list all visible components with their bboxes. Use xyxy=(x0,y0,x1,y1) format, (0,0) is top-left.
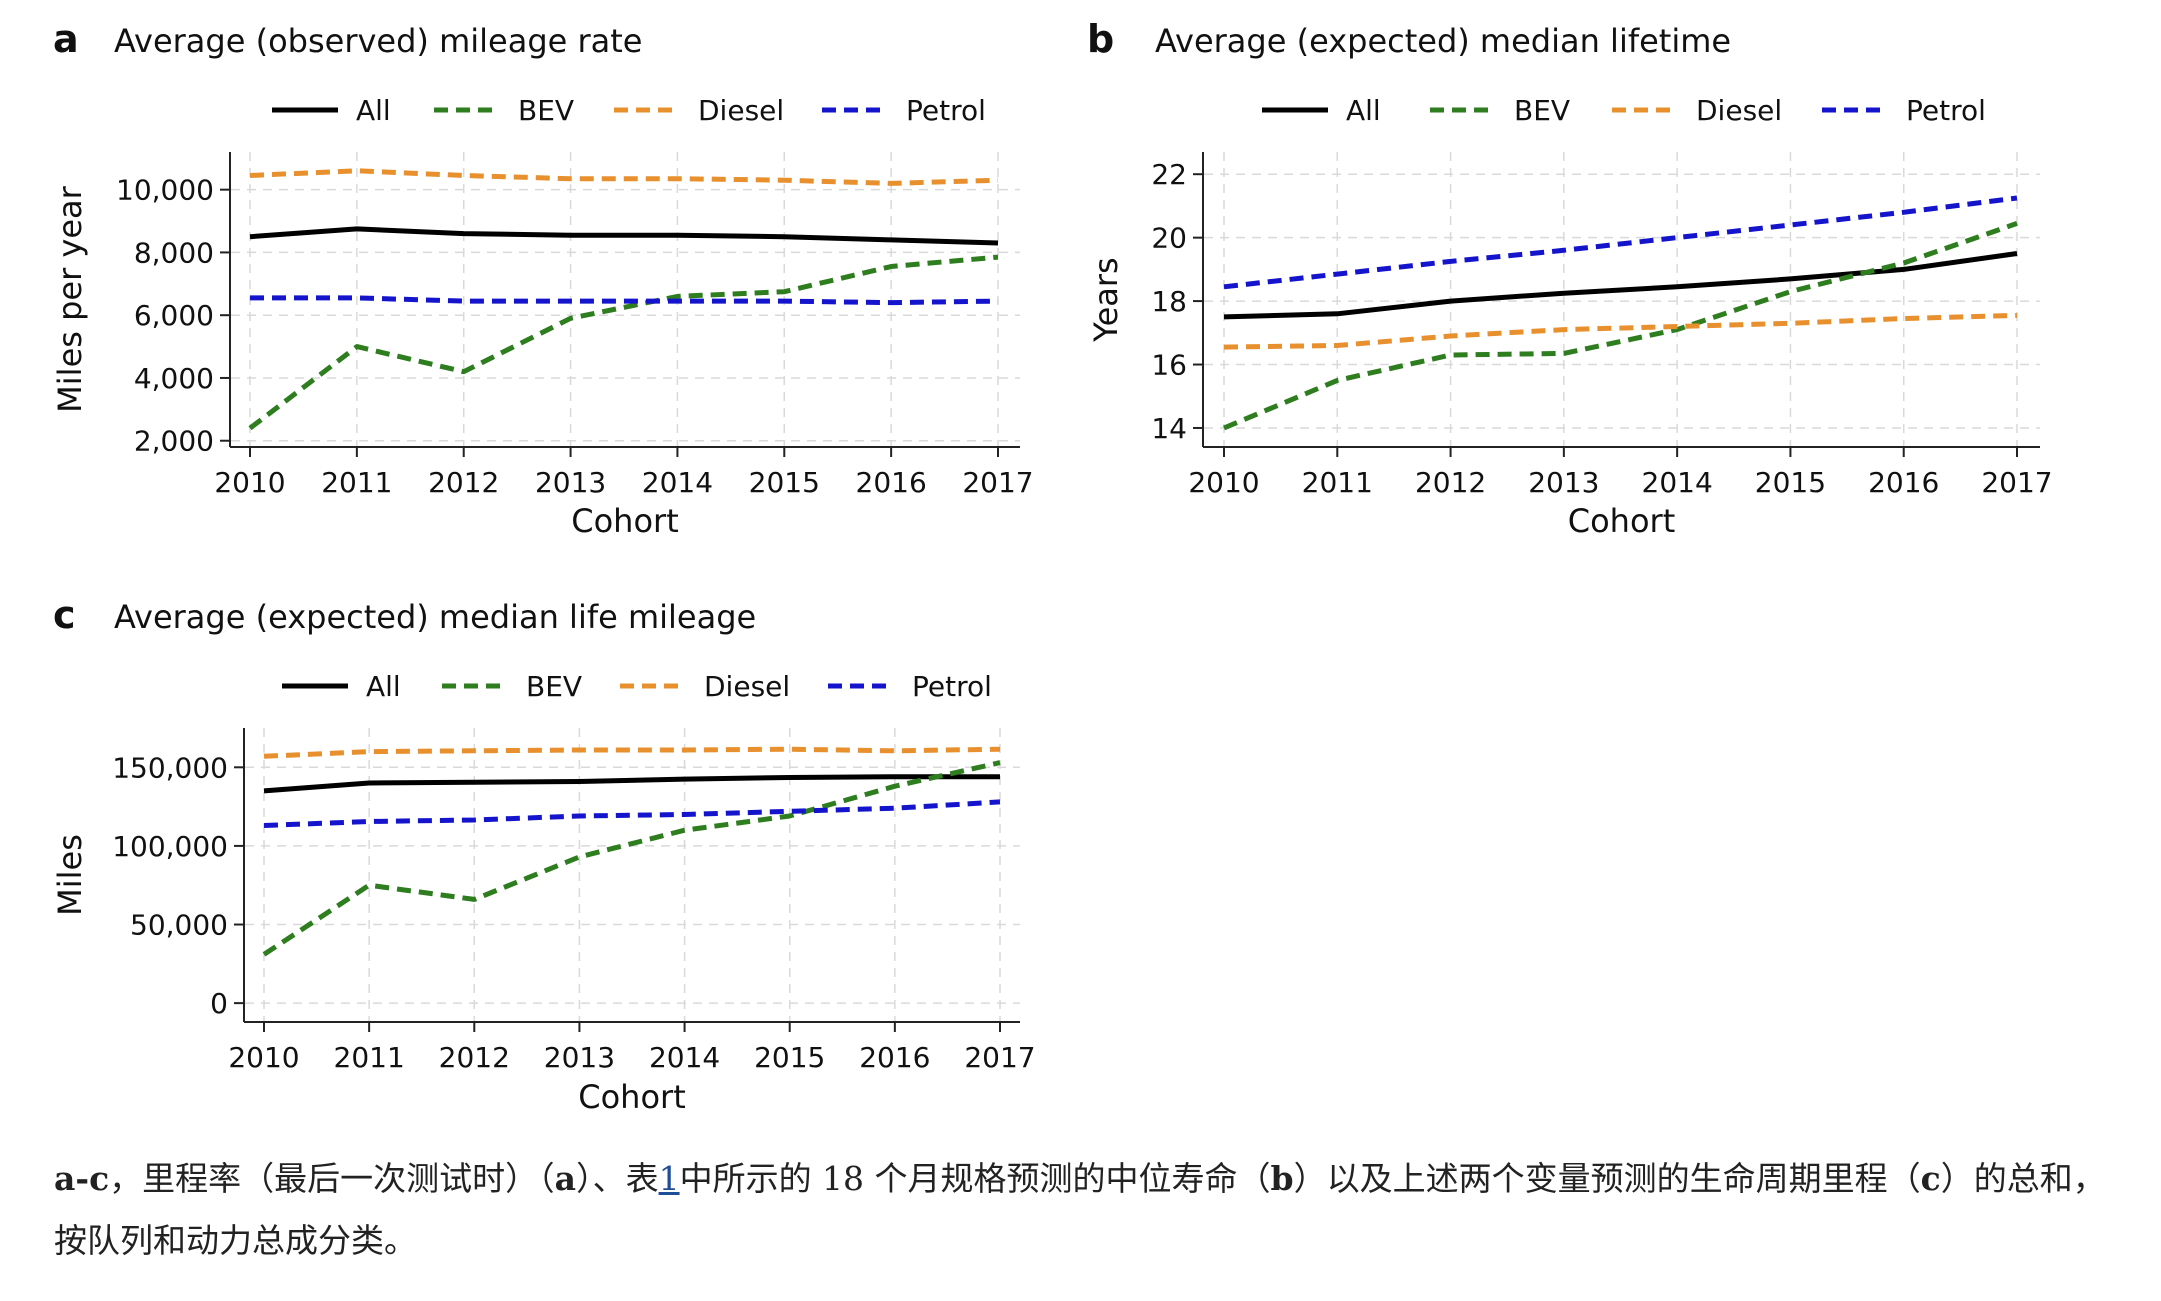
x-tick-label: 2012 xyxy=(428,466,499,499)
chart-panel-b: b Average (expected) median lifetime 14 16 1… xyxy=(1087,17,2053,540)
x-axis-label: Cohort xyxy=(578,1078,685,1116)
x-axis-label: Cohort xyxy=(571,502,678,540)
x-tick-label: 2016 xyxy=(859,1041,930,1074)
y-tick-label: 150,000 xyxy=(112,751,228,784)
x-tick-label: 2011 xyxy=(1302,466,1373,499)
legend-label-all: All xyxy=(366,670,401,703)
caption-text: ， xyxy=(109,1159,143,1198)
x-tick-label: 2017 xyxy=(1981,466,2052,499)
caption-panel-ref: c xyxy=(1920,1159,1941,1198)
legend-label-bev: BEV xyxy=(518,94,574,127)
x-tick-label: 2010 xyxy=(228,1041,299,1074)
caption-text: ）的总和，按队列和动力总成分类。 xyxy=(54,1159,2106,1260)
caption-text: ）、表 xyxy=(576,1159,659,1198)
x-tick-label: 2017 xyxy=(962,466,1033,499)
y-axis-label: Years xyxy=(1087,257,1125,342)
series-line-all xyxy=(263,774,1000,794)
x-tick-label: 2013 xyxy=(1528,466,1599,499)
x-axis-label: Cohort xyxy=(1568,502,1675,540)
caption-text: 中所示的 18 个月规格预测的中位寿命（ xyxy=(679,1159,1271,1198)
y-tick-label: 6,000 xyxy=(134,299,214,332)
panel-letter: b xyxy=(1087,17,1114,61)
legend-label-petrol: Petrol xyxy=(912,670,992,703)
x-tick-label: 2010 xyxy=(214,466,285,499)
x-tick-label: 2013 xyxy=(544,1041,615,1074)
chart-title: Average (observed) mileage rate xyxy=(114,22,642,60)
x-tick-label: 2010 xyxy=(1188,466,1259,499)
chart-panel-a: a Average (observed) mileage rate 2,000 4,0… xyxy=(51,17,1033,540)
y-axis-label: Miles per year xyxy=(51,185,89,412)
series-line-diesel xyxy=(263,746,1001,759)
x-tick-label: 2015 xyxy=(1755,466,1826,499)
caption-text: 里程率（最后一次测试时）（ xyxy=(142,1159,555,1198)
caption-panel-ref: b xyxy=(1270,1159,1294,1198)
table-reference-link[interactable]: 1 xyxy=(658,1159,680,1198)
legend-label-diesel: Diesel xyxy=(698,94,784,127)
x-tick-label: 2013 xyxy=(535,466,606,499)
series-line-diesel xyxy=(1223,312,2018,350)
y-tick-label: 4,000 xyxy=(134,362,214,395)
panel-letter: c xyxy=(53,593,76,637)
y-tick-label: 0 xyxy=(210,987,228,1020)
y-tick-label: 100,000 xyxy=(112,830,228,863)
chart-title: Average (expected) median life mileage xyxy=(114,598,756,636)
x-tick-label: 2012 xyxy=(439,1041,510,1074)
x-tick-label: 2014 xyxy=(642,466,713,499)
x-tick-label: 2014 xyxy=(649,1041,720,1074)
series-line-petrol xyxy=(1223,195,2018,290)
y-tick-label: 14 xyxy=(1151,412,1187,445)
x-tick-label: 2011 xyxy=(334,1041,405,1074)
panel-letter: a xyxy=(53,17,79,61)
caption-text: ）以及上述两个变量预测的生命周期里程（ xyxy=(1293,1159,1921,1198)
x-tick-label: 2014 xyxy=(1642,466,1713,499)
legend-label-diesel: Diesel xyxy=(704,670,790,703)
legend-label-diesel: Diesel xyxy=(1696,94,1782,127)
series-line-petrol xyxy=(250,295,999,306)
series-line-bev xyxy=(248,254,999,431)
y-tick-label: 10,000 xyxy=(116,174,214,207)
x-tick-label: 2016 xyxy=(856,466,927,499)
y-tick-label: 8,000 xyxy=(134,236,214,269)
x-tick-label: 2016 xyxy=(1868,466,1939,499)
legend-label-petrol: Petrol xyxy=(906,94,986,127)
chart-title: Average (expected) median lifetime xyxy=(1155,22,1731,60)
legend-label-bev: BEV xyxy=(1514,94,1570,127)
series-line-diesel xyxy=(249,168,999,186)
x-tick-label: 2017 xyxy=(964,1041,1035,1074)
figure-caption: a-c，里程率（最后一次测试时）（a）、表1中所示的 18 个月规格预测的中位寿… xyxy=(54,1148,2114,1272)
y-tick-label: 16 xyxy=(1151,349,1187,382)
y-tick-label: 20 xyxy=(1151,222,1187,255)
series-line-petrol xyxy=(263,799,1001,828)
caption-panel-range: a-c xyxy=(54,1159,110,1198)
series-line-bev xyxy=(1223,221,2018,431)
x-tick-label: 2015 xyxy=(749,466,820,499)
y-tick-label: 22 xyxy=(1151,158,1187,191)
legend-label-petrol: Petrol xyxy=(1906,94,1986,127)
caption-panel-ref: a xyxy=(554,1159,577,1198)
legend-label-all: All xyxy=(1346,94,1381,127)
series-line-all xyxy=(1223,251,2018,320)
legend-label-bev: BEV xyxy=(526,670,582,703)
series-line-all xyxy=(249,226,999,246)
y-axis-label: Miles xyxy=(51,834,89,916)
legend-label-all: All xyxy=(356,94,391,127)
x-tick-label: 2015 xyxy=(754,1041,825,1074)
x-tick-label: 2012 xyxy=(1415,466,1486,499)
x-tick-label: 2011 xyxy=(321,466,392,499)
series-line-bev xyxy=(262,760,1001,957)
y-tick-label: 50,000 xyxy=(130,909,228,942)
y-tick-label: 18 xyxy=(1151,285,1187,318)
y-tick-label: 2,000 xyxy=(134,425,214,458)
chart-panel-c: c Average (expected) median life mileage 0… xyxy=(51,593,1035,1116)
